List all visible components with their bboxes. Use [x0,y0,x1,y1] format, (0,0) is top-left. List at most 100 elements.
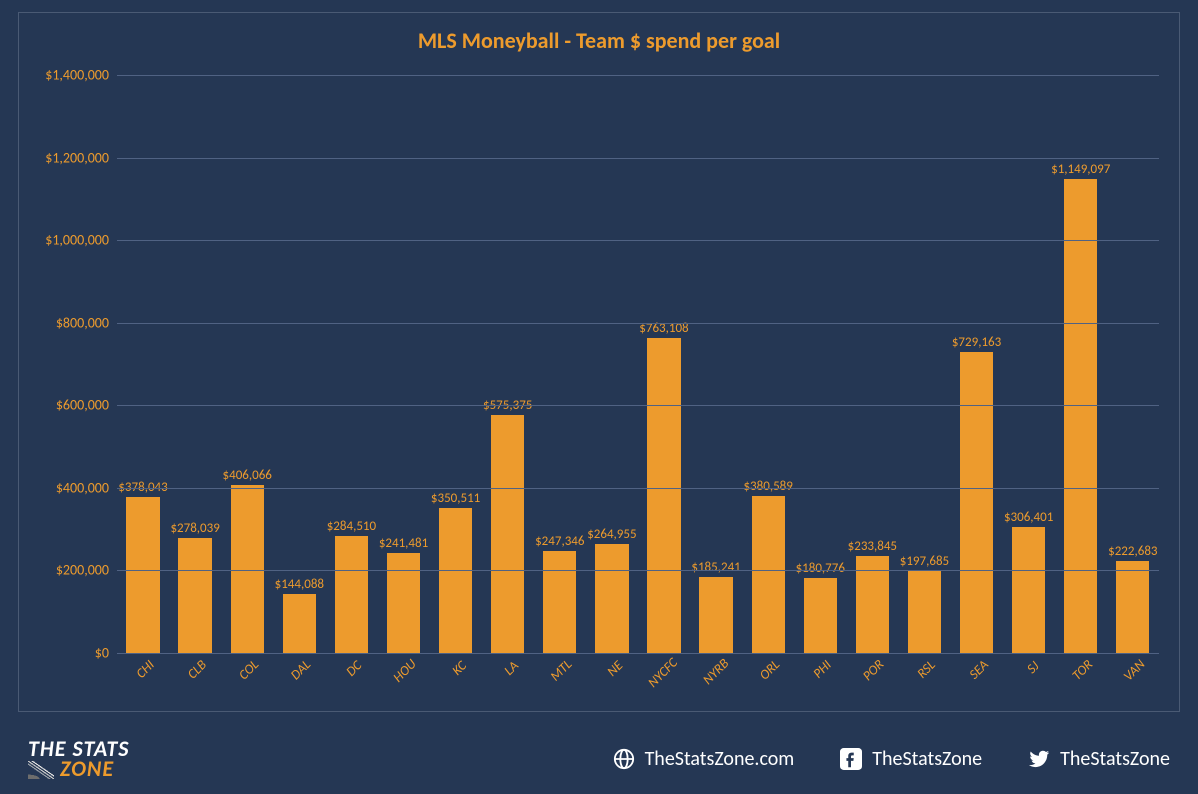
bar: $284,510 [335,536,368,653]
bar-slot: $278,039 [169,75,221,653]
bar-slot: $378,043 [117,75,169,653]
bar: $247,346 [543,551,576,653]
bar-value-label: $278,039 [170,521,219,536]
bar: $222,683 [1116,561,1149,653]
bar-value-label: $380,589 [743,479,792,494]
bar-slot: $185,241 [690,75,742,653]
bar-slot: $350,511 [430,75,482,653]
x-tick-label: CHI [132,656,157,681]
bar-slot: $1,149,097 [1055,75,1107,653]
bar-slot: $222,683 [1107,75,1159,653]
bar-value-label: $729,163 [952,335,1001,350]
bar-value-label: $233,845 [848,539,897,554]
bar-slot: $763,108 [638,75,690,653]
bar: $729,163 [960,352,993,653]
x-tick-label: SEA [965,656,991,682]
bar-slot: $729,163 [951,75,1003,653]
bar-value-label: $180,776 [796,561,845,576]
chart-title: MLS Moneyball - Team $ spend per goal [19,13,1179,64]
chart-container: MLS Moneyball - Team $ spend per goal $3… [18,12,1180,712]
x-tick-label: NYRB [699,655,732,688]
y-tick-label: $800,000 [56,314,109,331]
bar-slot: $180,776 [794,75,846,653]
logo-line-2: ZONE [28,759,130,779]
bar-value-label: $241,481 [379,536,428,551]
bar-slot: $380,589 [742,75,794,653]
x-tick-label: PHI [810,656,835,681]
footer: THE STATS ZONE TheStatsZone.com TheStats… [0,724,1198,794]
bar-slot: $233,845 [846,75,898,653]
bar: $264,955 [595,544,628,653]
bar: $197,685 [908,571,941,653]
bar: $241,481 [387,553,420,653]
bar-value-label: $1,149,097 [1051,162,1110,177]
twitter-link[interactable]: TheStatsZone [1028,747,1170,771]
bar-value-label: $350,511 [431,491,480,506]
gridline [117,158,1159,159]
gridline [117,75,1159,76]
bar-value-label: $306,401 [1004,510,1053,525]
bar: $575,375 [491,415,524,653]
bar: $306,401 [1012,527,1045,653]
x-axis-labels: CHICLBCOLDALDCHOUKCLAMTLNENYCFCNYRBORLPH… [117,653,1159,711]
brand-logo: THE STATS ZONE [28,739,130,779]
bar: $378,043 [126,497,159,653]
website-text: TheStatsZone.com [645,747,795,771]
y-tick-label: $400,000 [56,479,109,496]
x-tick-label: CLB [184,656,210,682]
bar-slot: $144,088 [273,75,325,653]
y-tick-label: $200,000 [56,562,109,579]
facebook-icon [840,748,862,770]
gridline [117,405,1159,406]
x-tick-label: POR [859,656,887,684]
x-tick-label: HOU [389,655,419,685]
bar-value-label: $197,685 [900,554,949,569]
bar-value-label: $222,683 [1108,544,1157,559]
bar: $1,149,097 [1064,179,1097,653]
bar-value-label: $284,510 [327,519,376,534]
bar-slot: $264,955 [586,75,638,653]
gridline [117,488,1159,489]
bar: $763,108 [647,338,680,653]
bar-value-label: $144,088 [275,577,324,592]
x-tick-label: NE [603,657,626,680]
x-tick-label: MTL [546,656,575,685]
bar: $350,511 [439,508,472,653]
twitter-icon [1028,748,1050,770]
facebook-text: TheStatsZone [872,747,982,771]
bar-slot: $247,346 [534,75,586,653]
x-tick-label: SJ [1023,658,1042,677]
bar-value-label: $264,955 [587,527,636,542]
bar-slot: $197,685 [898,75,950,653]
facebook-link[interactable]: TheStatsZone [840,747,982,771]
bar-slot: $406,066 [221,75,273,653]
bar-slot: $306,401 [1003,75,1055,653]
bar-slot: $241,481 [377,75,429,653]
x-tick-label: NYCFC [644,654,681,691]
bar: $144,088 [283,594,316,653]
bar-slot: $575,375 [482,75,534,653]
x-tick-label: DC [343,657,366,680]
x-tick-label: LA [500,657,522,679]
bars-group: $378,043 $278,039 $406,066 $144,088 $284,510… [117,75,1159,653]
globe-icon [613,748,635,770]
bar-value-label: $247,346 [535,534,584,549]
gridline [117,323,1159,324]
bar-value-label: $185,241 [691,560,740,575]
twitter-text: TheStatsZone [1060,747,1170,771]
y-tick-label: $600,000 [56,397,109,414]
website-link[interactable]: TheStatsZone.com [613,747,795,771]
y-tick-label: $1,200,000 [45,149,109,166]
gridline [117,570,1159,571]
x-tick-label: KC [448,657,470,679]
bar: $380,589 [752,496,785,653]
x-tick-label: TOR [1068,656,1096,684]
y-tick-label: $1,000,000 [45,232,109,249]
y-tick-label: $0 [95,645,109,662]
bar: $180,776 [804,578,837,653]
bar: $406,066 [231,485,264,653]
x-tick-label: VAN [1119,656,1148,685]
bar-slot: $284,510 [325,75,377,653]
x-tick-label: ORL [756,656,783,683]
gridline [117,240,1159,241]
